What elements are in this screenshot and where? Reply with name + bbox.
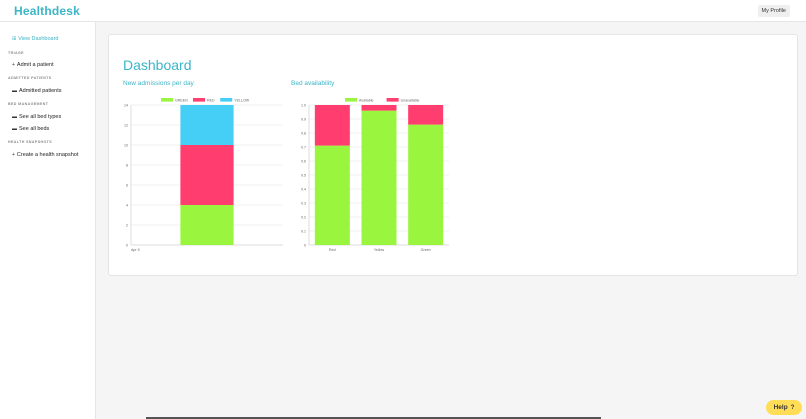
bar-segment <box>408 105 444 125</box>
sidebar-item-label: View Dashboard <box>18 36 59 42</box>
bar-segment <box>180 145 234 205</box>
plus-icon: + <box>12 62 15 68</box>
bed-icon: ▬ <box>12 126 17 132</box>
y-tick-label: 0.1 <box>301 229 306 233</box>
y-tick-label: 14 <box>124 103 128 107</box>
section-triage: TRIAGE <box>8 51 24 55</box>
sidebar-item-label: Admit a patient <box>16 62 54 68</box>
y-tick-label: 0 <box>126 243 128 247</box>
sidebar-item-admit-patient[interactable]: + Admit a patient <box>12 62 54 68</box>
legend-label: Available <box>359 98 374 102</box>
brand-logo[interactable]: Healthdesk <box>14 4 81 18</box>
plus-icon: + <box>12 152 15 158</box>
admissions-chart: 0 2 4 6 8 10 12 14 Apr 5 GREEN RED YELLOW <box>124 98 283 252</box>
x-tick-label: Red <box>329 248 336 252</box>
legend-swatch <box>220 98 233 102</box>
bar-segment <box>408 124 444 245</box>
y-tick-label: 4 <box>126 203 128 207</box>
x-tick-label: Yellow <box>374 248 385 252</box>
bar-segment <box>314 105 350 146</box>
y-tick-label: 0.3 <box>301 201 306 205</box>
legend-swatch <box>161 98 173 102</box>
bed-availability-chart: 0 0.1 0.2 0.3 0.4 0.5 0.6 0.7 0.8 0.9 1.0 Red Yellow… <box>301 98 449 252</box>
y-tick-label: 0.6 <box>301 159 306 163</box>
dashboard-icon: ⊞ <box>12 36 17 42</box>
y-tick-label: 10 <box>124 143 128 147</box>
x-tick-label: Apr 5 <box>131 248 140 252</box>
help-button[interactable]: Help ? <box>766 400 802 415</box>
y-tick-label: 0.8 <box>301 131 306 135</box>
section-health-snapshots: HEALTH SNAPSHOTS <box>8 140 53 144</box>
legend-label: Unavailable <box>401 98 420 102</box>
y-tick-label: 0.5 <box>301 173 306 177</box>
section-bed-management: BED MANAGEMENT <box>8 102 49 106</box>
bar-segment <box>361 105 397 111</box>
bar-segment <box>314 145 350 245</box>
y-tick-label: 12 <box>124 123 128 127</box>
legend-label: RED <box>207 98 215 102</box>
y-tick-label: 1.0 <box>301 103 306 107</box>
sidebar: ⊞ View Dashboard TRIAGE + Admit a patien… <box>0 22 96 419</box>
my-profile-button[interactable]: My Profile <box>757 5 790 17</box>
legend-label: YELLOW <box>234 98 250 102</box>
y-tick-label: 0.7 <box>301 145 306 149</box>
bed-icon: ▬ <box>12 114 17 120</box>
bar-segment <box>180 205 234 245</box>
y-tick-label: 0 <box>304 243 306 247</box>
legend-swatch <box>386 98 399 102</box>
y-tick-label: 0.4 <box>301 187 306 191</box>
bar-segment <box>361 110 397 245</box>
admissions-chart-title: New admissions per day <box>123 80 194 87</box>
sidebar-item-label: See all bed types <box>19 114 62 120</box>
x-tick-label: Green <box>421 248 431 252</box>
y-tick-label: 0.9 <box>301 117 306 121</box>
top-bar: Healthdesk My Profile <box>0 0 806 22</box>
dashboard-card: Dashboard New admissions per day Bed ava… <box>108 34 798 276</box>
sidebar-item-label: Admitted patients <box>19 88 62 94</box>
help-label: Help <box>773 404 788 411</box>
y-tick-label: 6 <box>126 183 128 187</box>
sidebar-item-label: Create a health snapshot <box>16 152 79 158</box>
legend-swatch <box>193 98 205 102</box>
sidebar-item-label: See all beds <box>19 126 50 132</box>
y-tick-label: 2 <box>126 223 128 227</box>
sidebar-item-health-snapshot[interactable]: + Create a health snapshot <box>12 152 78 158</box>
sidebar-item-bed-types[interactable]: ▬ See all bed types <box>12 114 61 120</box>
bed-chart-title: Bed availability <box>291 80 335 87</box>
bed-icon: ▬ <box>12 88 17 94</box>
bar-segment <box>180 105 234 145</box>
sidebar-item-view-dashboard[interactable]: ⊞ View Dashboard <box>12 36 58 42</box>
sidebar-item-admitted-patients[interactable]: ▬ Admitted patients <box>12 88 62 94</box>
page-title: Dashboard <box>123 57 192 73</box>
legend-label: GREEN <box>175 98 188 102</box>
y-tick-label: 8 <box>126 163 128 167</box>
question-icon: ? <box>790 404 795 411</box>
y-tick-label: 0.2 <box>301 215 306 219</box>
sidebar-item-beds[interactable]: ▬ See all beds <box>12 126 49 132</box>
section-admitted-patients: ADMITTED PATIENTS <box>8 76 52 80</box>
legend-swatch <box>345 98 357 102</box>
horizontal-scrollbar[interactable] <box>146 417 601 419</box>
